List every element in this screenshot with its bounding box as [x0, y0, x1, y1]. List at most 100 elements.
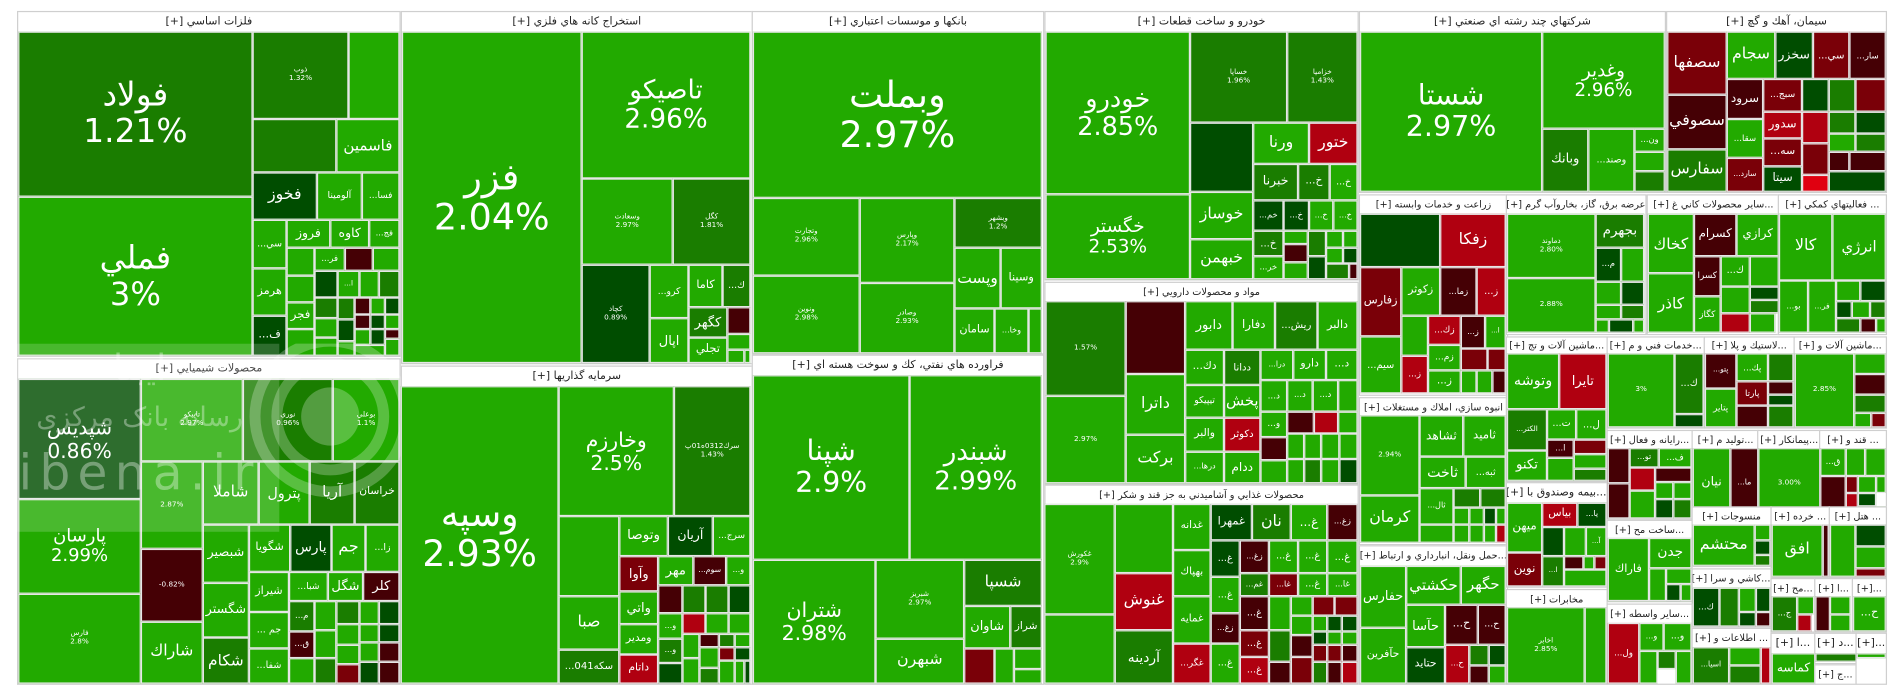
stock-tile[interactable] [384, 314, 400, 330]
stock-tile[interactable] [1815, 653, 1857, 662]
stock-tile[interactable]: شاراك [140, 621, 203, 684]
stock-tile[interactable]: اسيا... [1692, 647, 1730, 684]
stock-tile[interactable] [1768, 394, 1794, 406]
stock-tile[interactable]: سه... [1763, 138, 1803, 167]
stock-tile[interactable] [1327, 644, 1342, 662]
stock-tile[interactable]: انرژي [1832, 213, 1886, 281]
stock-tile[interactable]: ح... [1477, 604, 1506, 645]
stock-tile[interactable]: پارس [290, 524, 332, 572]
stock-tile[interactable] [1483, 507, 1497, 525]
stock-tile[interactable]: شگستر [202, 582, 249, 638]
stock-tile[interactable]: ز... [1401, 355, 1429, 394]
stock-tile[interactable] [1542, 527, 1565, 557]
stock-tile[interactable] [1720, 313, 1750, 333]
stock-tile[interactable] [1326, 263, 1350, 280]
stock-tile[interactable]: كرمان [1360, 495, 1420, 543]
stock-tile[interactable] [1673, 482, 1692, 500]
stock-tile[interactable]: غ... [1298, 540, 1328, 574]
stock-tile[interactable] [1469, 507, 1484, 525]
stock-tile[interactable] [1260, 460, 1288, 484]
stock-tile[interactable]: داترا [1125, 374, 1186, 435]
stock-tile[interactable]: خراسان [354, 461, 400, 525]
stock-tile[interactable] [1334, 596, 1358, 616]
stock-tile[interactable] [1860, 318, 1877, 333]
stock-tile[interactable]: ثبه... [1465, 456, 1506, 489]
stock-tile[interactable]: غا... [1268, 573, 1299, 597]
stock-tile[interactable] [354, 344, 385, 356]
stock-tile[interactable] [1268, 596, 1291, 631]
stock-tile[interactable] [682, 633, 700, 659]
stock-tile[interactable]: ك... [1674, 353, 1704, 415]
stock-tile[interactable]: و... [1260, 411, 1288, 438]
stock-tile[interactable]: صبا [558, 596, 620, 650]
stock-tile[interactable]: ثال... [1419, 488, 1454, 525]
stock-tile[interactable]: ون... [1634, 128, 1665, 152]
stock-tile[interactable]: ختور [1309, 122, 1358, 164]
stock-tile[interactable]: ج... [1771, 596, 1798, 632]
stock-tile[interactable]: حگهر [1460, 565, 1506, 605]
stock-tile[interactable] [1287, 459, 1305, 484]
stock-tile[interactable]: غ... [1210, 576, 1240, 614]
sector-header[interactable]: شركتهاي چند رشته اي صنعتي [+] [1433, 15, 1591, 28]
stock-tile[interactable]: تو... [1629, 448, 1659, 468]
stock-tile[interactable]: غا... [1327, 573, 1358, 597]
stock-tile[interactable] [1401, 315, 1429, 356]
stock-tile[interactable]: و... [1639, 622, 1664, 651]
stock-tile[interactable] [1680, 584, 1692, 602]
sector-header[interactable]: استخراج كانه هاي فلزي [+] [512, 15, 642, 28]
stock-tile[interactable] [1327, 631, 1342, 645]
stock-tile[interactable] [314, 297, 338, 319]
stock-tile[interactable]: غمهرا [1210, 503, 1252, 541]
stock-tile[interactable] [1476, 370, 1493, 394]
stock-tile[interactable] [1360, 213, 1441, 268]
stock-tile[interactable]: پتو... [1704, 353, 1737, 389]
stock-tile[interactable] [658, 663, 683, 684]
sector-header[interactable]: فلزات اساسي [+] [165, 15, 253, 28]
stock-tile[interactable] [314, 601, 337, 631]
stock-tile[interactable] [1326, 247, 1344, 264]
stock-tile[interactable] [314, 658, 337, 684]
stock-tile[interactable]: زفارس [1360, 267, 1402, 337]
stock-tile[interactable] [344, 247, 373, 271]
stock-tile[interactable] [682, 658, 700, 684]
stock-tile[interactable]: خبهمن [1190, 239, 1254, 280]
stock-tile[interactable] [1754, 554, 1771, 566]
stock-tile[interactable]: ول... [1607, 622, 1640, 684]
stock-tile[interactable] [1822, 524, 1829, 577]
stock-tile[interactable]: پترول [258, 461, 310, 525]
stock-tile[interactable]: غدانه [1173, 503, 1211, 551]
stock-tile[interactable] [1865, 448, 1886, 477]
stock-tile[interactable] [1736, 405, 1769, 428]
stock-tile[interactable] [1639, 650, 1658, 684]
stock-tile[interactable] [1876, 318, 1886, 333]
stock-tile[interactable]: سبج... [1763, 78, 1803, 112]
stock-tile[interactable] [1583, 556, 1595, 570]
stock-tile[interactable]: زكوثر [1401, 267, 1441, 316]
stock-tile[interactable]: دفارا [1232, 301, 1276, 350]
sector-header[interactable]: محصولات شيميايي [+] [155, 363, 263, 376]
sector-header[interactable]: ...ساير واسطه [+] [1610, 608, 1690, 620]
stock-tile[interactable]: غ... [1290, 503, 1328, 541]
stock-tile[interactable]: بجهرم [1595, 213, 1645, 248]
stock-tile[interactable]: سرج... [712, 516, 751, 557]
stock-tile[interactable]: كماسه [1771, 653, 1816, 684]
stock-tile[interactable]: شستا 2.97% [1360, 31, 1543, 192]
stock-tile[interactable] [1802, 78, 1829, 112]
stock-tile[interactable]: دك... [1185, 349, 1225, 385]
stock-tile[interactable] [994, 648, 1014, 684]
stock-tile[interactable]: خساپا 1.96% [1190, 31, 1288, 123]
stock-tile[interactable]: سجام [1726, 31, 1776, 79]
stock-tile[interactable] [1754, 540, 1771, 555]
stock-tile[interactable]: م... [1595, 247, 1622, 282]
stock-tile[interactable] [314, 337, 338, 356]
stock-tile[interactable] [337, 297, 355, 320]
stock-tile[interactable]: غكورش 2.9% [1044, 503, 1115, 615]
sector-header[interactable]: ...ساخت مح [+] [1614, 524, 1685, 536]
stock-tile[interactable]: وصند... [1588, 128, 1635, 192]
stock-tile[interactable]: يا... [1577, 502, 1607, 528]
stock-tile[interactable]: 2.88% [1506, 278, 1596, 333]
stock-tile[interactable] [964, 648, 995, 684]
stock-tile[interactable] [734, 647, 751, 661]
stock-tile[interactable]: شبصير [202, 524, 249, 583]
stock-tile[interactable]: تيپيكو [1185, 384, 1225, 418]
